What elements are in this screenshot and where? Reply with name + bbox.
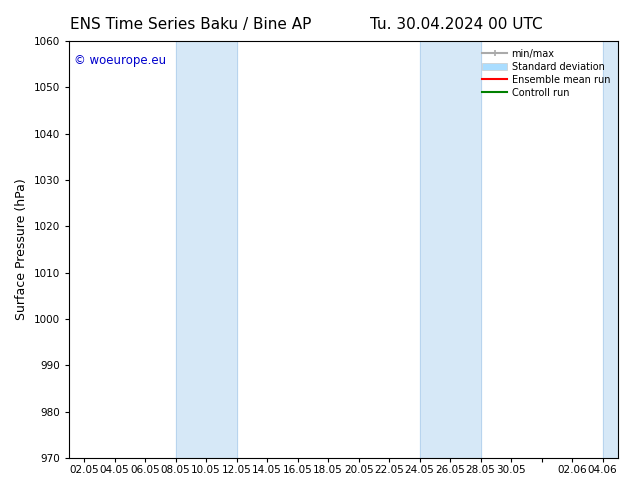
Bar <box>602 41 634 458</box>
Text: Tu. 30.04.2024 00 UTC: Tu. 30.04.2024 00 UTC <box>370 17 543 32</box>
Text: ENS Time Series Baku / Bine AP: ENS Time Series Baku / Bine AP <box>70 17 311 32</box>
Text: © woeurope.eu: © woeurope.eu <box>74 53 167 67</box>
Legend: min/max, Standard deviation, Ensemble mean run, Controll run: min/max, Standard deviation, Ensemble me… <box>479 46 613 100</box>
Bar <box>420 41 481 458</box>
Y-axis label: Surface Pressure (hPa): Surface Pressure (hPa) <box>15 179 28 320</box>
Bar <box>176 41 236 458</box>
